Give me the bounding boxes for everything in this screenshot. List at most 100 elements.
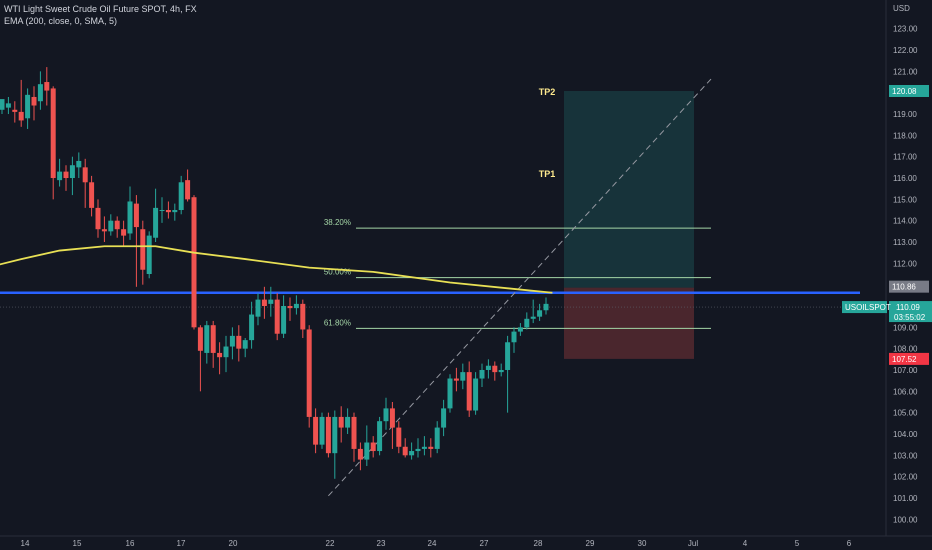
candle-body-39 xyxy=(249,314,255,341)
candle-body-12 xyxy=(76,160,82,168)
price-tick-9: 109.00 xyxy=(893,323,918,332)
current-price-tag: 110.09 xyxy=(896,303,920,312)
candle-body-44 xyxy=(281,306,287,334)
candle-body-50 xyxy=(319,416,325,445)
candle-body-67 xyxy=(428,446,434,449)
candle-body-19 xyxy=(121,229,127,236)
candle-body-4 xyxy=(25,94,31,119)
price-tick-3: 103.00 xyxy=(893,451,918,460)
candle-body-40 xyxy=(255,299,261,317)
candle-body-20 xyxy=(127,201,133,234)
candle-body-49 xyxy=(313,416,319,445)
tp-price-tag-bg xyxy=(889,84,929,97)
price-axis-currency: USD xyxy=(893,4,910,13)
current-price-bg xyxy=(889,301,932,323)
candle-body-61 xyxy=(389,408,395,428)
candle-body-85 xyxy=(543,303,549,311)
date-tick-13: 4 xyxy=(743,539,748,548)
candle-body-52 xyxy=(332,416,338,454)
candle-body-33 xyxy=(210,325,216,353)
candle-body-32 xyxy=(204,325,210,353)
price-tick-4: 104.00 xyxy=(893,430,918,439)
candle-body-24 xyxy=(153,207,159,238)
stop-price-tag-bg xyxy=(889,352,929,365)
candle-body-47 xyxy=(300,303,306,330)
candle-body-74 xyxy=(473,378,479,411)
candle-body-6 xyxy=(37,84,43,102)
price-tick-12: 112.00 xyxy=(893,259,917,268)
candle-body-8 xyxy=(50,88,56,179)
candle-body-81 xyxy=(517,327,523,332)
date-tick-3: 17 xyxy=(177,539,186,548)
target-zone xyxy=(564,90,694,288)
price-tick-13: 113.00 xyxy=(893,238,917,247)
price-tick-22: 122.00 xyxy=(893,46,918,55)
candle-body-48 xyxy=(306,329,312,417)
candle-body-59 xyxy=(377,421,383,452)
ema-200-line xyxy=(0,245,553,294)
price-tick-5: 105.00 xyxy=(893,409,918,418)
candle-body-9 xyxy=(57,171,63,181)
date-tick-0: 14 xyxy=(21,539,30,548)
candle-body-38 xyxy=(242,340,248,349)
candle-body-15 xyxy=(95,207,101,230)
stop-zone xyxy=(564,287,694,359)
price-tick-17: 117.00 xyxy=(893,153,917,162)
candle-body-57 xyxy=(364,442,370,460)
price-tick-16: 116.00 xyxy=(893,174,917,183)
date-tick-9: 28 xyxy=(534,539,543,548)
candle-body-1 xyxy=(5,103,11,108)
candle-body-0 xyxy=(0,99,5,110)
candles-group xyxy=(0,67,549,479)
fib-label-fib_50: 50.00% xyxy=(324,268,351,277)
candle-body-45 xyxy=(287,306,293,309)
price-tick-21: 121.00 xyxy=(893,67,918,76)
candle-body-16 xyxy=(101,229,107,232)
candle-body-66 xyxy=(421,446,427,449)
date-tick-14: 5 xyxy=(795,539,800,548)
date-tick-4: 20 xyxy=(229,539,238,548)
candle-body-36 xyxy=(229,335,235,347)
candle-body-25 xyxy=(159,210,165,212)
candle-body-30 xyxy=(191,197,197,328)
candle-body-34 xyxy=(217,352,223,358)
candle-body-26 xyxy=(165,210,171,213)
candle-body-83 xyxy=(530,316,536,319)
candle-body-17 xyxy=(108,220,114,232)
candle-body-73 xyxy=(466,372,472,411)
candle-body-72 xyxy=(460,372,466,381)
candle-body-28 xyxy=(178,182,184,211)
candle-body-5 xyxy=(31,96,37,106)
candle-body-75 xyxy=(479,369,485,379)
candle-body-18 xyxy=(114,220,120,230)
candle-body-78 xyxy=(498,369,504,373)
candle-body-63 xyxy=(402,446,408,456)
candle-body-21 xyxy=(133,203,139,228)
indicator-legend[interactable]: EMA (200, close, 0, SMA, 5) xyxy=(4,16,118,26)
price-tick-23: 123.00 xyxy=(893,25,918,34)
candle-body-60 xyxy=(383,408,389,422)
symbol-tag-bg xyxy=(842,301,887,314)
candle-body-70 xyxy=(447,378,453,409)
candle-body-42 xyxy=(268,299,274,304)
candle-body-58 xyxy=(370,442,376,452)
chart-title[interactable]: WTI Light Sweet Crude Oil Future SPOT, 4… xyxy=(4,4,197,14)
tp-price-tag: 120.08 xyxy=(892,87,917,96)
countdown-tag: 03:55:02 xyxy=(894,313,926,322)
candle-body-43 xyxy=(274,299,280,334)
date-tick-8: 27 xyxy=(480,539,489,548)
candle-body-2 xyxy=(12,109,18,112)
candle-body-76 xyxy=(485,365,491,370)
date-tick-7: 24 xyxy=(428,539,437,548)
tp2-label: TP2 xyxy=(539,87,556,97)
candle-body-41 xyxy=(261,299,267,306)
candle-body-64 xyxy=(409,451,415,456)
candle-body-51 xyxy=(325,416,331,454)
candle-body-22 xyxy=(140,229,146,270)
candle-body-37 xyxy=(236,335,242,349)
candle-body-31 xyxy=(197,327,203,351)
symbol-tag: USOILSPOT xyxy=(845,303,891,312)
